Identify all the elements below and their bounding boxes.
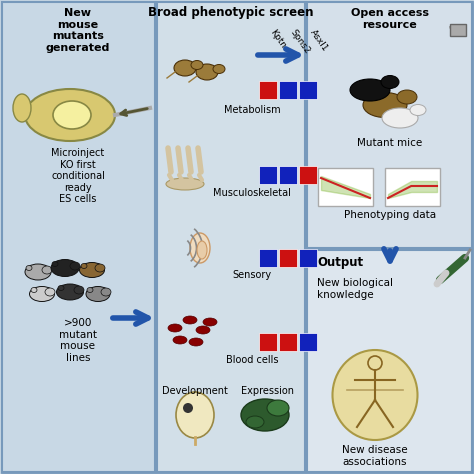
Text: Kptn: Kptn	[268, 28, 287, 50]
Bar	[259, 81, 277, 99]
Ellipse shape	[168, 324, 182, 332]
Ellipse shape	[363, 92, 407, 118]
Bar	[299, 81, 317, 99]
Bar	[385, 168, 440, 206]
Ellipse shape	[203, 318, 217, 326]
Text: Open access
resource: Open access resource	[351, 8, 429, 29]
Bar	[307, 2, 472, 248]
Bar	[307, 250, 472, 472]
Bar	[259, 333, 277, 351]
Ellipse shape	[53, 101, 91, 129]
Text: Expression: Expression	[241, 386, 294, 396]
Text: Development: Development	[162, 386, 228, 396]
Ellipse shape	[80, 263, 104, 277]
Text: Metabolism: Metabolism	[224, 105, 280, 115]
Ellipse shape	[191, 61, 203, 70]
Ellipse shape	[267, 400, 289, 416]
Bar	[279, 81, 297, 99]
Text: Sensory: Sensory	[232, 270, 272, 280]
Ellipse shape	[87, 288, 93, 292]
Ellipse shape	[56, 284, 83, 300]
Ellipse shape	[42, 266, 52, 274]
Bar	[157, 2, 305, 472]
Ellipse shape	[31, 288, 37, 292]
Text: Phenotyping data: Phenotyping data	[344, 210, 436, 220]
Text: Blood cells: Blood cells	[226, 355, 278, 365]
Ellipse shape	[196, 326, 210, 334]
Text: >900
mutant
mouse
lines: >900 mutant mouse lines	[59, 318, 97, 363]
Ellipse shape	[381, 75, 399, 89]
Text: Spns2: Spns2	[288, 28, 311, 55]
Bar	[279, 166, 297, 184]
Ellipse shape	[58, 285, 64, 291]
Ellipse shape	[332, 350, 418, 440]
Ellipse shape	[241, 399, 289, 431]
Text: Microinject
KO first
conditional
ready
ES cells: Microinject KO first conditional ready E…	[51, 148, 105, 204]
Bar	[450, 24, 466, 36]
Ellipse shape	[25, 89, 115, 141]
Ellipse shape	[29, 286, 55, 301]
Text: Broad phenotypic screen: Broad phenotypic screen	[148, 6, 314, 19]
Ellipse shape	[70, 262, 80, 270]
Ellipse shape	[74, 286, 84, 294]
Ellipse shape	[350, 79, 390, 101]
Bar	[318, 168, 373, 206]
Bar	[299, 166, 317, 184]
Ellipse shape	[197, 241, 207, 259]
Bar	[259, 166, 277, 184]
Ellipse shape	[176, 392, 214, 438]
Ellipse shape	[52, 262, 58, 266]
Text: New
mouse
mutants
generated: New mouse mutants generated	[46, 8, 110, 53]
Bar	[299, 249, 317, 267]
Ellipse shape	[81, 264, 87, 268]
Ellipse shape	[101, 288, 111, 296]
Bar	[259, 249, 277, 267]
Bar	[279, 333, 297, 351]
Ellipse shape	[51, 259, 79, 276]
Ellipse shape	[174, 60, 196, 76]
Circle shape	[183, 403, 193, 413]
Ellipse shape	[382, 108, 418, 128]
Text: New disease
associations: New disease associations	[342, 445, 408, 466]
Ellipse shape	[13, 94, 31, 122]
Ellipse shape	[25, 264, 51, 280]
Ellipse shape	[213, 64, 225, 73]
Ellipse shape	[190, 233, 210, 263]
Ellipse shape	[410, 104, 426, 116]
Ellipse shape	[246, 416, 264, 428]
Text: Output: Output	[317, 256, 363, 269]
Ellipse shape	[173, 336, 187, 344]
Bar	[299, 333, 317, 351]
Bar	[279, 249, 297, 267]
Text: New biological
knowledge: New biological knowledge	[317, 278, 393, 300]
Text: Asxl1: Asxl1	[308, 28, 329, 53]
Ellipse shape	[196, 64, 218, 80]
Ellipse shape	[189, 338, 203, 346]
Ellipse shape	[397, 90, 417, 104]
Ellipse shape	[86, 286, 110, 301]
Ellipse shape	[166, 178, 204, 190]
Ellipse shape	[26, 265, 32, 271]
Text: Musculoskeletal: Musculoskeletal	[213, 188, 291, 198]
Circle shape	[368, 356, 382, 370]
Ellipse shape	[95, 264, 105, 272]
Text: Mutant mice: Mutant mice	[357, 138, 423, 148]
Ellipse shape	[183, 316, 197, 324]
Bar	[2, 2, 155, 472]
Ellipse shape	[45, 288, 55, 296]
